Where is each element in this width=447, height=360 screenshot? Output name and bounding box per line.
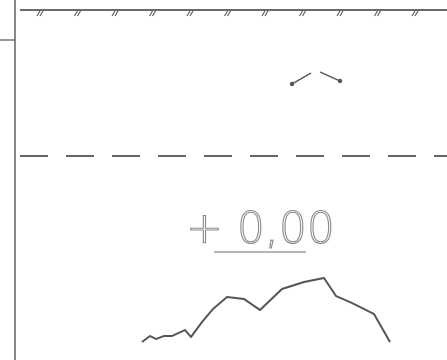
hatch-tick xyxy=(414,10,419,17)
hatch-tick xyxy=(77,10,81,17)
elevation-label: + 0,00 xyxy=(186,203,335,254)
ground-hatching xyxy=(36,10,419,17)
hatch-tick xyxy=(189,10,194,17)
hatch-tick xyxy=(302,10,306,17)
terrain-profile xyxy=(141,277,391,343)
hatch-tick xyxy=(336,10,341,17)
hatch-tick xyxy=(186,10,191,17)
hatch-tick xyxy=(339,10,344,17)
hatch-tick xyxy=(36,10,41,17)
hatch-tick xyxy=(224,10,228,17)
roof-mark-left-dot xyxy=(289,81,295,87)
roof-mark-right-dot xyxy=(337,78,343,84)
hatch-tick xyxy=(299,10,303,17)
hatch-tick xyxy=(111,10,116,17)
hatch-tick xyxy=(227,10,231,17)
hatch-tick xyxy=(261,10,266,17)
hatch-tick xyxy=(374,10,378,17)
hatch-tick xyxy=(152,10,156,17)
hatch-tick xyxy=(377,10,381,17)
hatch-tick xyxy=(39,10,44,17)
hatch-tick xyxy=(411,10,416,17)
hatch-tick xyxy=(149,10,153,17)
hatch-tick xyxy=(264,10,269,17)
roof-mark xyxy=(289,71,343,87)
hatch-tick xyxy=(74,10,78,17)
hatch-tick xyxy=(114,10,119,17)
